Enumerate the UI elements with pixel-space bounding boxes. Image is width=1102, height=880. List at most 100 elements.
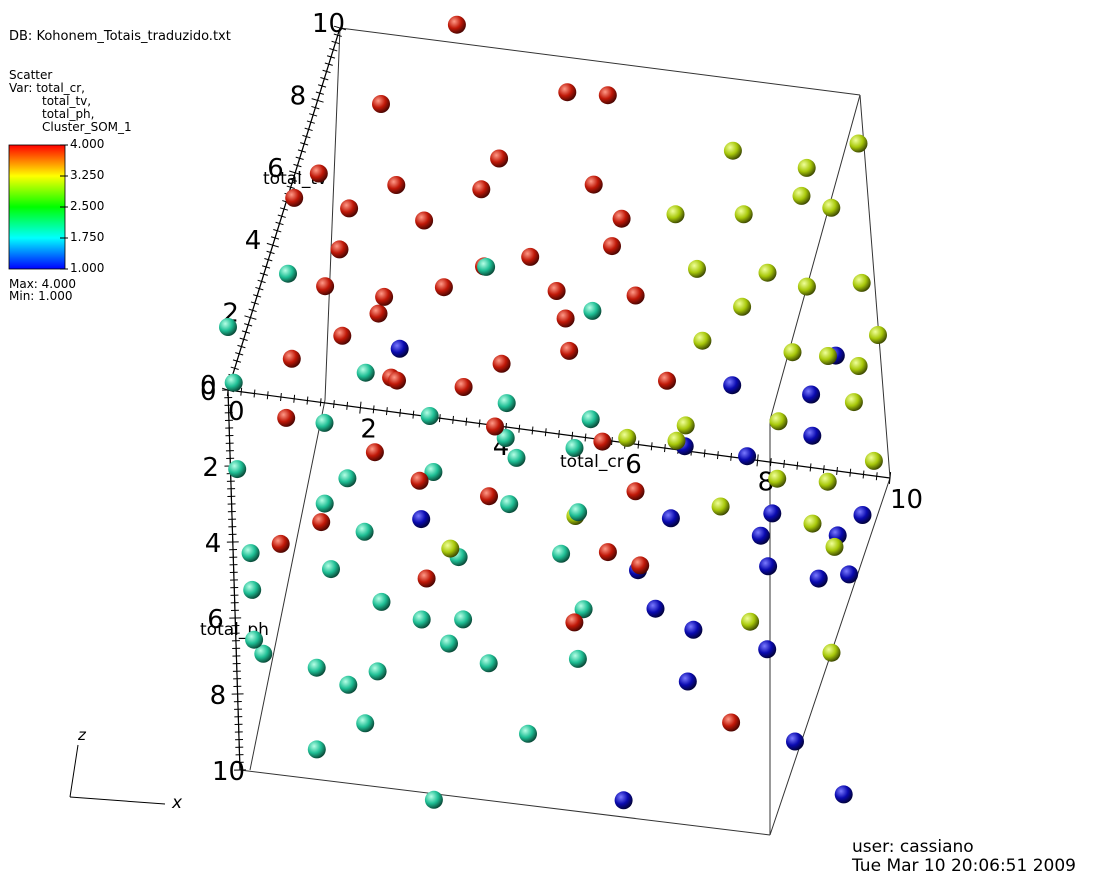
axis-tick [322,69,331,74]
axis-tick [239,337,248,341]
scatter-point-cluster-2 [454,610,473,629]
scatter-point-cluster-3 [618,428,637,447]
scatter-point-cluster-2 [224,373,243,392]
scatter-point-cluster-2 [519,724,537,743]
scatter-point-cluster-2 [496,429,515,447]
scatter-point-cluster-2 [500,495,519,514]
scatter-point-cluster-1 [802,385,821,404]
axis-tick [359,401,362,414]
axis-tick [650,442,653,451]
tick-label-ph: 0 [200,377,217,407]
scatter-point-cluster-4 [372,95,390,113]
scatter-point-cluster-3 [667,431,686,450]
scatter-point-cluster-3 [797,158,816,177]
scatter-point-cluster-2 [254,644,273,663]
scatter-point-cluster-1 [809,569,828,588]
scatter-point-cluster-3 [825,537,844,556]
colorbar [8,144,66,270]
scatter-point-cluster-2 [315,494,334,513]
axis-minor-ticks [221,25,892,771]
scatter-point-cluster-4 [340,199,359,218]
axis-tick [244,315,257,320]
axis-tick [531,426,534,435]
axis-tick [237,344,246,349]
axis-tick [333,33,342,37]
tick-label-tv: 0 [200,371,217,401]
axis-tick [253,294,262,298]
scatter-point-cluster-2 [245,630,264,649]
scatter-point-cluster-2 [322,560,340,579]
scatter-point-cluster-3 [768,469,787,488]
axis-tick [250,301,259,305]
axis-tick [320,77,329,81]
scatter-point-cluster-4 [598,86,617,105]
scatter-point-cluster-3 [849,357,868,375]
scatter-point-cluster-1 [834,785,853,804]
scatter-point-cluster-4 [486,417,504,436]
scatter-point-cluster-3 [441,539,460,558]
scatter-point-cluster-4 [556,309,575,328]
axis-tick [875,472,878,481]
scatter-point-cluster-1 [763,504,782,523]
axis-tick [248,308,257,313]
axis-tick [302,134,311,139]
scatter-point-cluster-3 [864,451,883,470]
axis-tick [257,279,266,284]
scatter-point-cluster-1 [840,565,859,584]
scatter-point-cluster-3 [676,416,695,435]
scatter-point-cluster-2 [507,448,526,467]
scatter-point-cluster-4 [521,247,540,266]
user-label: user: cassiano [852,837,974,857]
orientation-triad [69,744,166,805]
scatter-point-cluster-1 [684,620,703,639]
scatter-point-cluster-1 [723,376,742,395]
var-line-cluster: Cluster_SOM_1 [42,120,132,134]
axis-tick [240,387,243,396]
scatter-point-cluster-2 [440,634,458,653]
scatter-point-cluster-3 [769,412,788,431]
scatter-point-cluster-3 [852,273,871,292]
scatter-point-cluster-2 [241,544,260,563]
scatter-point-cluster-3 [758,263,777,282]
axis-tick [266,242,279,248]
scatter-point-cluster-2 [356,363,375,382]
axis-tick [259,272,268,276]
scatter-point-cluster-4 [492,354,511,373]
scatter-point-cluster-2 [219,318,237,336]
tick-label-ph: 2 [202,453,219,483]
axis-tick [783,459,785,468]
colorbar-ticks [60,144,68,270]
scatter-point-cluster-3 [819,347,837,365]
scatter-point-cluster-4 [490,149,509,168]
colorbar-label: 1.750 [70,230,105,244]
scatter-point-cluster-2 [424,463,443,481]
axis-tick [319,398,322,407]
plot-name: Scatter [9,68,53,82]
axis-tick [399,408,402,417]
scatter-point-cluster-4 [558,83,577,102]
axis-tick [809,463,812,472]
scatter-point-cluster-4 [312,513,331,532]
axis-tick [253,389,256,398]
tick-label-tv: 4 [245,226,262,256]
colorbar-label: 4.000 [70,137,105,151]
scatter-point-cluster-3 [844,393,863,412]
scatter-point-cluster-3 [741,612,760,631]
scatter-point-cluster-4 [387,176,406,194]
scatter-point-cluster-3 [733,297,752,316]
axis-tick [385,407,388,416]
scatter-points [219,15,887,810]
scatter-point-cluster-3 [803,514,822,533]
scatter-point-cluster-2 [497,394,516,413]
axis-tick [277,214,286,218]
max-label: Max: 4.000 [9,277,77,291]
total-cr-axis-title: total_cr [560,452,624,472]
scatter-point-cluster-3 [723,141,742,160]
axis-tick [862,470,865,479]
tick-label-ph: 10 [212,757,245,787]
colorbar-label: 3.250 [70,168,105,182]
scatter-point-cluster-4 [480,487,498,506]
scatter-point-cluster-3 [734,205,753,224]
scatter-point-cluster-4 [410,471,429,490]
